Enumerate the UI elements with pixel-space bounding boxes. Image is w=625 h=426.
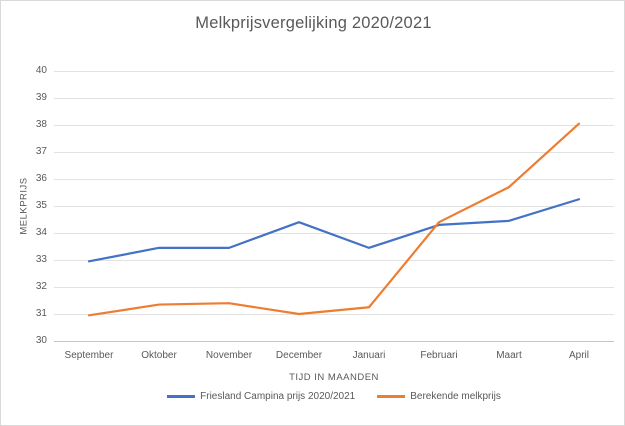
y-tick-label: 33 (35, 254, 47, 265)
y-tick-label: 39 (35, 92, 47, 103)
y-tick-label: 36 (35, 173, 47, 184)
legend-line-swatch-orange (377, 395, 406, 398)
x-tick-label: Februari (420, 350, 458, 361)
chart-title: Melkprijsvergelijking 2020/2021 (195, 14, 432, 32)
y-tick-label: 40 (35, 65, 47, 76)
y-tick-label: 32 (35, 281, 47, 292)
x-tick-label: April (568, 350, 589, 361)
x-tick-label: Januari (352, 350, 386, 361)
y-tick-label: 37 (35, 146, 47, 157)
x-tick-label: December (275, 350, 323, 361)
legend-line-swatch-blue (167, 395, 196, 398)
y-tick-label: 35 (35, 200, 47, 211)
x-tick-label: September (64, 350, 114, 361)
legend-label-friesland-campina: Friesland Campina prijs 2020/2021 (200, 391, 356, 402)
x-tick-label: Oktober (141, 350, 177, 361)
x-axis-title: TIJD IN MAANDEN (289, 372, 379, 383)
y-tick-label: 30 (35, 335, 47, 346)
legend-label-berekende-melkprijs: Berekende melkprijs (410, 391, 501, 402)
x-tick-label: Maart (496, 350, 522, 361)
legend-item-berekende-melkprijs: Berekende melkprijs (377, 391, 501, 402)
y-tick-label: 34 (35, 227, 47, 238)
y-tick-label: 31 (35, 308, 47, 319)
x-tick-label: November (205, 350, 253, 361)
legend: Friesland Campina prijs 2020/2021 Bereke… (54, 391, 614, 402)
y-tick-label: 38 (35, 119, 47, 130)
legend-item-friesland-campina: Friesland Campina prijs 2020/2021 (167, 391, 355, 402)
